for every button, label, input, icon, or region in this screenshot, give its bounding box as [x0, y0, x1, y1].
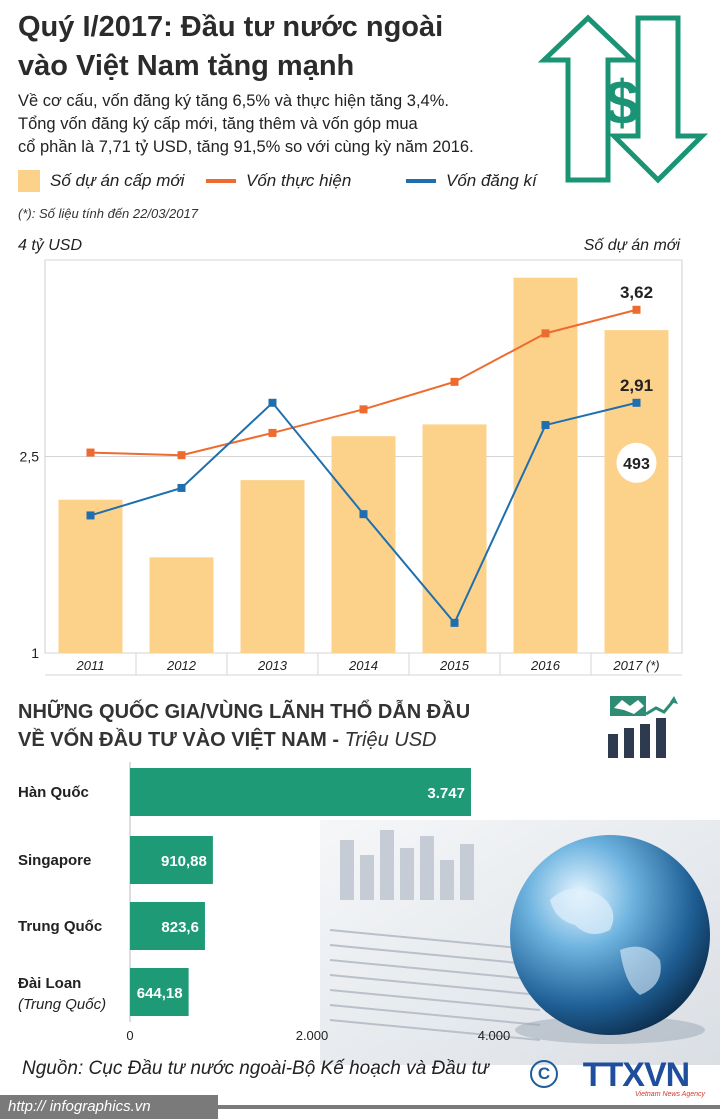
- marker-realized: [359, 405, 368, 414]
- country-value-label: 3.747: [427, 785, 465, 802]
- section-title: NHỮNG QUỐC GIA/VÙNG LÃNH THỔ DẪN ĐẦU VỀ …: [18, 698, 598, 754]
- marker-realized: [450, 377, 459, 386]
- legend-item-realized: Vốn thực hiện: [206, 168, 351, 194]
- data-label-projects: 493: [623, 456, 650, 473]
- marker-registered: [86, 511, 95, 520]
- x-tick-label: 2015: [439, 658, 470, 673]
- country-value-label: 910,88: [161, 853, 207, 870]
- marker-realized: [541, 329, 550, 338]
- y-axis-label-right: Số dự án mới: [584, 237, 681, 254]
- country-value-label: 644,18: [137, 985, 183, 1002]
- marker-registered: [359, 510, 368, 519]
- logo-text: TTXVN: [583, 1058, 689, 1094]
- legend-item-registered: Vốn đăng kí: [406, 168, 537, 194]
- marker-registered: [541, 421, 550, 430]
- ttxvn-logo: TTXVN Vietnam News Agency: [583, 1058, 706, 1098]
- data-note: (*): Số liệu tính đến 22/03/2017: [18, 206, 198, 221]
- combo-chart: 2,5 1 4 tỷ USD Số dự án mới 2011 2012 2013 2014…: [18, 237, 683, 676]
- data-label-registered: 2,91: [620, 376, 653, 395]
- subtitle-line: cổ phần là 7,71 tỷ USD, tăng 91,5% so vớ…: [18, 138, 474, 156]
- logo-subtext: Vietnam News Agency: [635, 1091, 706, 1098]
- legend-swatch-registered: [406, 179, 436, 183]
- legend-swatch-bar: [18, 170, 40, 192]
- y-axis-label-left: 4 tỷ USD: [18, 237, 82, 254]
- section-title-text: VỀ VỐN ĐẦU TƯ VÀO VIỆT NAM -: [18, 729, 345, 751]
- country-value-label: 823,6: [161, 919, 199, 936]
- project-bar: [422, 424, 487, 653]
- dollar-arrows-icon: $: [537, 14, 709, 184]
- country-name: Singapore: [18, 852, 91, 869]
- footer-band: [0, 1095, 218, 1119]
- country-name-sub: (Trung Quốc): [18, 996, 106, 1013]
- title-line-1: Quý I/2017: Đầu tư nước ngoài: [18, 11, 444, 43]
- x-tick-label: 2016: [530, 658, 561, 673]
- marker-registered: [177, 483, 186, 492]
- marker-registered: [450, 618, 459, 627]
- marker-realized: [268, 428, 277, 437]
- subtitle-line: Về cơ cấu, vốn đăng ký tăng 6,5% và thực…: [18, 92, 449, 110]
- country-name: Trung Quốc: [18, 918, 102, 935]
- x-tick-label: 2011: [76, 658, 105, 673]
- country-bar: [130, 968, 189, 1016]
- x-tick-label: 2012: [166, 658, 197, 673]
- copyright-icon: C: [530, 1060, 558, 1088]
- country-name: Đài Loan: [18, 975, 81, 992]
- x-tick-label: 4.000: [478, 1028, 511, 1043]
- project-bar: [331, 436, 396, 653]
- marker-realized: [632, 305, 641, 314]
- section-unit: Triệu USD: [344, 729, 437, 751]
- x-tick-label: 2013: [257, 658, 288, 673]
- legend-label-projects: Số dự án cấp mới: [50, 171, 185, 190]
- x-tick-label: 2.000: [296, 1028, 329, 1043]
- project-bar: [149, 557, 214, 653]
- legend-label-realized: Vốn thực hiện: [246, 171, 352, 190]
- country-bar: [130, 768, 471, 816]
- legend-label-registered: Vốn đăng kí: [446, 171, 537, 190]
- y-tick-label: 1: [31, 645, 39, 661]
- section-title-line-2: VỀ VỐN ĐẦU TƯ VÀO VIỆT NAM - Triệu USD: [18, 726, 598, 754]
- project-bar: [604, 330, 669, 653]
- data-label-realized: 3,62: [620, 283, 653, 302]
- x-tick-label: 2017 (*): [612, 658, 659, 673]
- source-note: Nguồn: Cục Đầu tư nước ngoài-Bộ Kế hoạch…: [22, 1058, 489, 1079]
- marker-realized: [86, 448, 95, 457]
- legend-swatch-realized: [206, 179, 236, 183]
- globe-photo: [320, 820, 720, 1065]
- marker-registered: [268, 398, 277, 407]
- projects-bubble: [616, 442, 657, 483]
- country-bar: [130, 836, 213, 884]
- footer-bar: http:// infographics.vn: [0, 1095, 720, 1119]
- project-bar: [240, 480, 305, 653]
- subtitle: Về cơ cấu, vốn đăng ký tăng 6,5% và thực…: [18, 90, 518, 159]
- x-tick-label: 0: [126, 1028, 133, 1043]
- section-title-line-1: NHỮNG QUỐC GIA/VÙNG LÃNH THỔ DẪN ĐẦU: [18, 701, 471, 723]
- country-name: Hàn Quốc: [18, 784, 89, 801]
- country-bar: [130, 902, 205, 950]
- page-title: Quý I/2017: Đầu tư nước ngoài vào Việt N…: [18, 8, 498, 86]
- chart-legend: Số dự án cấp mới Vốn thực hiện Vốn đăng …: [18, 168, 558, 194]
- country-bar-chart: 3.747 Hàn Quốc 910,88 Singapore 823,6 Trung Q…: [18, 762, 511, 1043]
- legend-item-projects: Số dự án cấp mới: [18, 168, 184, 194]
- y-tick-label: 2,5: [20, 449, 40, 465]
- footer-url-link[interactable]: http:// infographics.vn: [8, 1098, 151, 1115]
- project-bar: [58, 499, 123, 653]
- footer-rule: [218, 1105, 720, 1109]
- x-tick-label: 2014: [348, 658, 378, 673]
- project-bar: [513, 277, 578, 653]
- subtitle-line: Tổng vốn đăng ký cấp mới, tăng thêm và v…: [18, 115, 418, 133]
- handshake-chart-icon: [608, 696, 678, 758]
- title-line-2: vào Việt Nam tăng mạnh: [18, 50, 355, 82]
- marker-realized: [177, 451, 186, 460]
- svg-text:$: $: [605, 69, 639, 138]
- marker-registered: [632, 398, 641, 407]
